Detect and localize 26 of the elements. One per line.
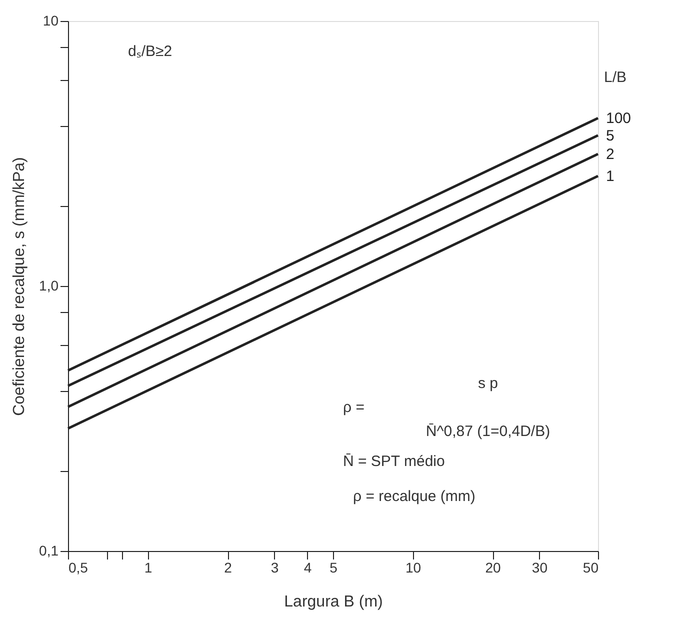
series-label: 2 — [606, 146, 614, 163]
x-tick-label: 50 — [582, 560, 599, 576]
annotation: s p — [478, 375, 498, 392]
legend-title: L/B — [604, 69, 627, 86]
x-tick-label: 2 — [224, 560, 232, 576]
series-label: 5 — [606, 127, 614, 144]
x-tick-label: 1 — [144, 560, 152, 576]
x-tick-label: 3 — [270, 560, 279, 576]
series-label: 1 — [606, 168, 614, 186]
x-tick-label: 20 — [485, 560, 502, 576]
annotation: ρ = — [343, 399, 365, 416]
annotation: dₛ/B≥2 — [128, 43, 172, 60]
x-axis-title: Largura B (m) — [284, 594, 383, 610]
x-tick-label: 30 — [532, 560, 548, 576]
y-tick-label: 0,1 — [39, 542, 59, 558]
y-tick-label: 1,0 — [39, 278, 59, 294]
y-tick-label: 10 — [42, 12, 59, 28]
annotation: N̄ = SPT médio — [343, 453, 445, 470]
y-axis-title: Coeficiente de recalque, s (mm/kPa) — [11, 157, 28, 416]
x-tick-label: 0,5 — [68, 560, 88, 576]
x-tick-label: 5 — [330, 560, 338, 576]
annotation: ρ = recalque (mm) — [353, 488, 476, 505]
x-tick-label: 10 — [405, 560, 422, 576]
series-label: 100 — [606, 110, 632, 128]
x-tick-label: 4 — [304, 560, 312, 576]
annotation: N̄^0,87 (1=0,4D/B) — [426, 423, 550, 440]
